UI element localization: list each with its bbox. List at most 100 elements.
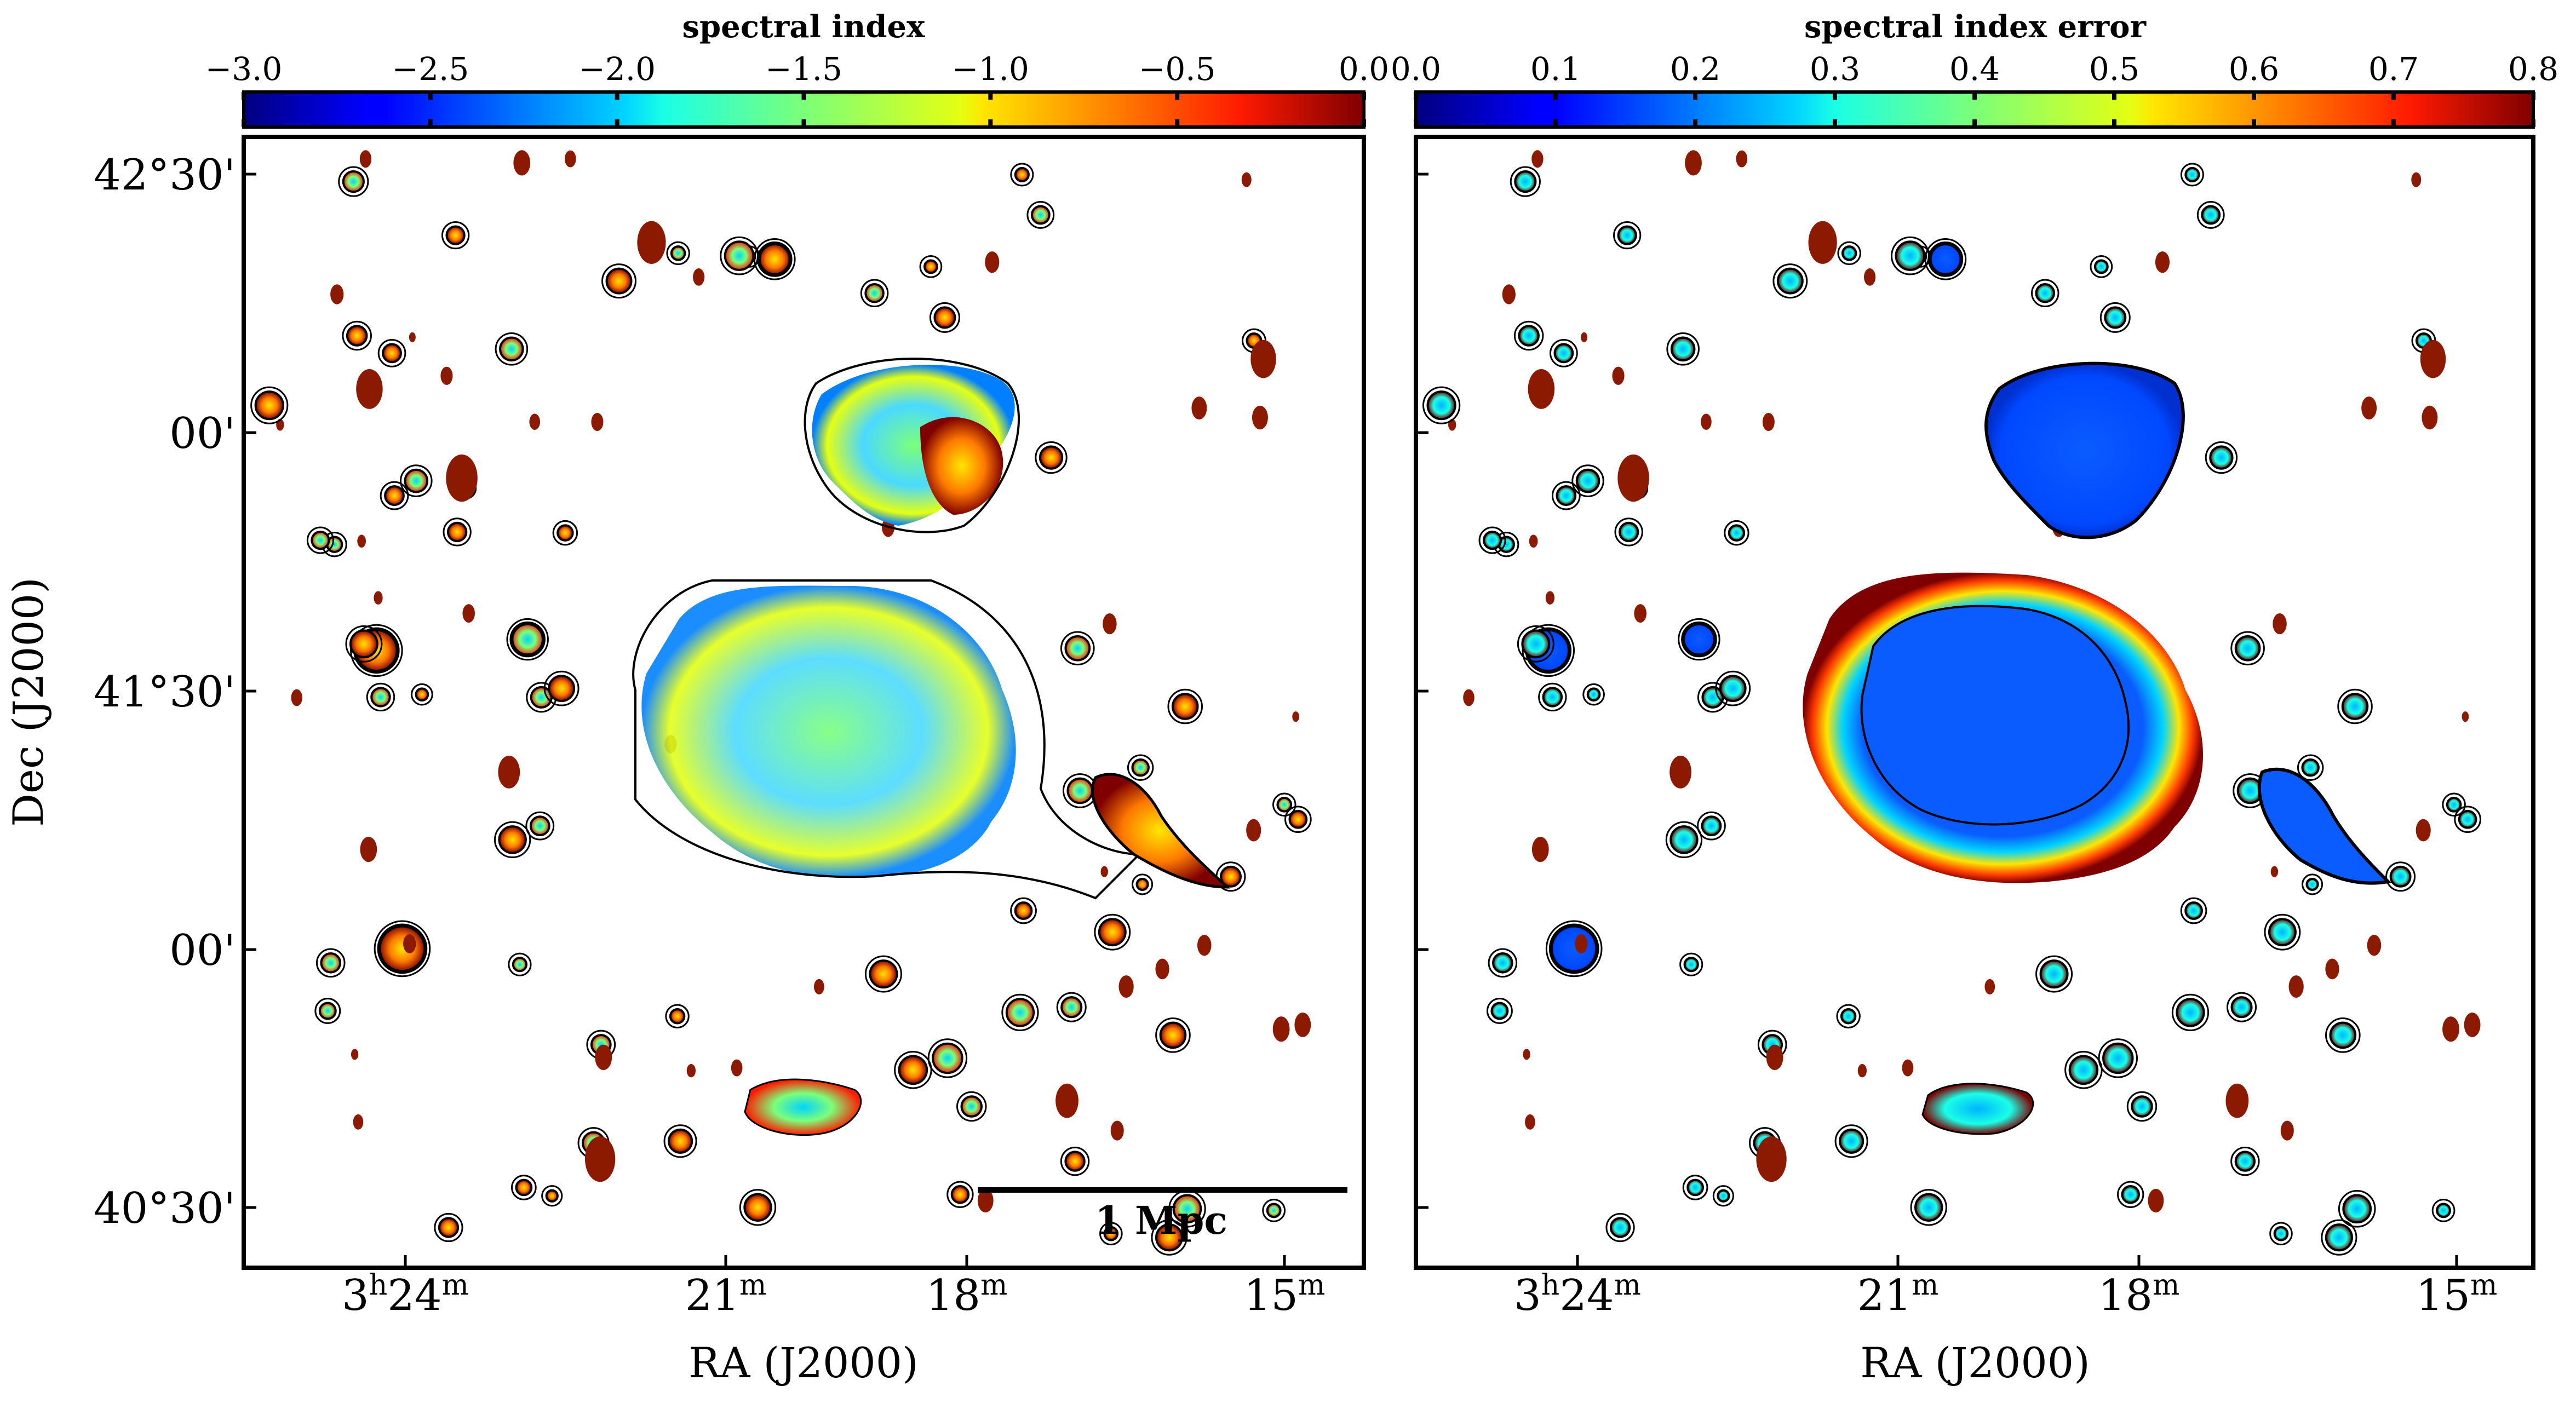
compact-source: [318, 1002, 337, 1020]
compact-source: [498, 825, 527, 854]
right-frame: [1414, 135, 2535, 1270]
compact-source: [445, 225, 466, 245]
compact-source: [2131, 1095, 2153, 1118]
source-contour: [1035, 441, 1068, 474]
source-contour: [2230, 1146, 2260, 1176]
compact-source: [1155, 1223, 1184, 1252]
compact-source: [1172, 1194, 1202, 1224]
noise-patch: [1246, 819, 1261, 842]
source-contour: [739, 1189, 777, 1226]
source-contour: [1167, 688, 1203, 725]
compact-source: [2325, 1223, 2353, 1252]
compact-source: [545, 1189, 559, 1203]
compact-source: [933, 306, 956, 329]
source-contour: [2226, 992, 2257, 1022]
source-contour: [506, 618, 549, 661]
noise-patch: [1902, 1059, 1914, 1077]
noise-patch: [564, 150, 576, 168]
source-contour: [2454, 806, 2481, 833]
source-contour: [2099, 302, 2131, 333]
compact-source: [2068, 1055, 2099, 1085]
source-contour: [1486, 997, 1513, 1024]
noise-patch: [1857, 1063, 1867, 1078]
noise-patch: [2325, 958, 2339, 980]
compact-source: [2305, 877, 2319, 891]
right-map: [1414, 135, 2535, 1270]
noise-patch: [356, 369, 383, 409]
compact-source: [1171, 693, 1199, 720]
noise-patch: [291, 689, 303, 706]
compact-source: [2389, 865, 2412, 888]
compact-source: [2342, 1194, 2372, 1224]
noise-patch: [595, 1044, 612, 1071]
compact-source: [1681, 621, 1717, 658]
compact-source: [1288, 809, 1308, 829]
left-colorbar-ticks: −3.0 −2.5 −2.0 −1.5 −1.0 −0.5 0.0: [205, 50, 1389, 127]
noise-patch: [731, 1059, 743, 1077]
source-contour: [1010, 897, 1037, 924]
noise-patch: [1250, 340, 1276, 378]
source-contour: [543, 670, 580, 706]
noise-patch: [529, 413, 541, 430]
noise-patch: [2225, 1083, 2249, 1118]
source-contour: [663, 1124, 697, 1158]
compact-source: [1135, 877, 1149, 891]
source-contour: [2264, 913, 2301, 951]
source-contour: [1614, 518, 1643, 547]
noise-patch: [1110, 1120, 1124, 1141]
noise-patch: [977, 1188, 994, 1213]
compact-source: [1840, 1008, 1857, 1025]
compact-source: [2458, 809, 2477, 829]
x-tick-label: 3h24m: [342, 1269, 469, 1320]
north-source-contour: [804, 358, 1020, 533]
compact-source: [1483, 531, 1502, 550]
source-contour: [2090, 255, 2113, 278]
source-contour: [1551, 481, 1581, 510]
source-contour: [2031, 279, 2059, 308]
noise-patch: [1864, 268, 1876, 286]
source-contour: [411, 683, 433, 706]
left-panel: spectral index −3.0 −2.5 −2.0 −1.5 −1.0 −0.5 0…: [205, 9, 1389, 1270]
x-tick-label: 15m: [1244, 1269, 1326, 1320]
compact-source: [370, 687, 391, 708]
compact-source: [1542, 687, 1563, 708]
compact-source: [2035, 283, 2056, 303]
source-contour: [1550, 339, 1578, 367]
y-axis-label: Dec (J2000): [4, 577, 53, 827]
x-tick-label: 21m: [685, 1269, 767, 1320]
compact-source: [1014, 901, 1033, 920]
y-tick-label: 42°30': [94, 151, 236, 200]
right-colorbar-tick-label: 0.0: [1391, 50, 1441, 88]
noise-patch: [2270, 866, 2279, 877]
compact-source: [2230, 996, 2253, 1019]
compact-source: [1064, 1151, 1086, 1172]
noise-patch: [1055, 1083, 1078, 1118]
source-contour: [860, 279, 889, 308]
noise-patch: [1191, 396, 1207, 420]
noise-patch: [1523, 1049, 1530, 1060]
source-contour: [929, 302, 960, 333]
source-contour: [374, 920, 431, 978]
left-colorbar-tick-label: −3.0: [205, 50, 283, 88]
source-contour: [1488, 948, 1518, 978]
right-colorbar-tick-label: 0.3: [1810, 50, 1860, 88]
source-contour: [1284, 806, 1312, 833]
left-colorbar: −3.0 −2.5 −2.0 −1.5 −1.0 −0.5 0.0: [205, 50, 1389, 129]
source-contour: [511, 1175, 537, 1200]
source-contour: [1510, 166, 1541, 197]
noise-patch: [1292, 711, 1299, 722]
compact-source: [670, 245, 686, 261]
compact-source: [342, 170, 365, 193]
noise-patch: [2462, 711, 2469, 722]
source-contour: [1151, 1219, 1187, 1256]
compact-source: [1617, 225, 1637, 245]
noise-patch: [351, 1049, 359, 1060]
source-contour: [2117, 1181, 2144, 1208]
source-contour: [1545, 920, 1603, 978]
compact-source: [1669, 825, 1699, 854]
compact-source: [668, 1128, 693, 1154]
compact-source: [724, 240, 755, 271]
left-colorbar-tick-label: −1.5: [765, 50, 842, 88]
noise-patch: [2416, 819, 2431, 842]
